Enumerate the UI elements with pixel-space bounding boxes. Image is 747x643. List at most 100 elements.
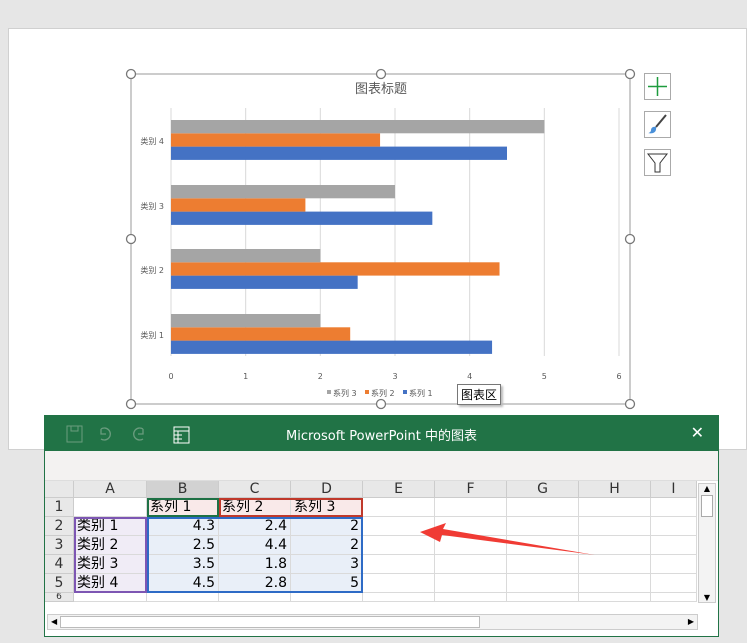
cell-E2[interactable]	[363, 517, 435, 536]
row-header-3[interactable]: 3	[45, 536, 74, 555]
cell-G2[interactable]	[507, 517, 579, 536]
cell-I6[interactable]	[651, 593, 697, 602]
cell-I3[interactable]	[651, 536, 697, 555]
cell-A5[interactable]: 类别 4	[74, 574, 147, 593]
chart-elements-button[interactable]	[644, 73, 671, 100]
cell-G1[interactable]	[507, 498, 579, 517]
cell-H5[interactable]	[579, 574, 651, 593]
cell-A1[interactable]	[74, 498, 147, 517]
cell-I1[interactable]	[651, 498, 697, 517]
bar-1-3	[171, 211, 433, 225]
x-tick-label: 1	[243, 372, 248, 381]
undo-icon[interactable]	[100, 427, 111, 441]
cell-C4[interactable]: 1.8	[219, 555, 291, 574]
cell-F2[interactable]	[435, 517, 507, 536]
window-title: Microsoft PowerPoint 中的图表	[285, 429, 477, 444]
resize-handle	[624, 68, 636, 80]
x-tick-label: 6	[616, 372, 621, 381]
cell-A6[interactable]	[74, 593, 147, 602]
column-header-H[interactable]: H	[579, 481, 651, 498]
column-header-A[interactable]: A	[74, 481, 147, 498]
cell-B4[interactable]: 3.5	[147, 555, 219, 574]
bar-1-4	[171, 146, 507, 160]
edit-data-in-excel-icon[interactable]	[173, 426, 190, 444]
cell-F3[interactable]	[435, 536, 507, 555]
cell-H4[interactable]	[579, 555, 651, 574]
save-icon[interactable]	[66, 425, 83, 443]
scroll-right-icon[interactable]: ▶	[687, 617, 694, 626]
column-header-C[interactable]: C	[219, 481, 291, 498]
cell-C6[interactable]	[219, 593, 291, 602]
cell-B2[interactable]: 4.3	[147, 517, 219, 536]
cell-E6[interactable]	[363, 593, 435, 602]
cell-D5[interactable]: 5	[291, 574, 363, 593]
cell-F4[interactable]	[435, 555, 507, 574]
cell-B6[interactable]	[147, 593, 219, 602]
bar-2-1	[171, 327, 351, 341]
cell-C3[interactable]: 4.4	[219, 536, 291, 555]
column-header-I[interactable]: I	[651, 481, 697, 498]
horizontal-scrollbar[interactable]: ◀ ▶	[47, 614, 698, 630]
cell-D4[interactable]: 3	[291, 555, 363, 574]
vertical-scrollbar[interactable]: ▲ ▼	[698, 483, 716, 603]
cell-G3[interactable]	[507, 536, 579, 555]
scroll-down-icon[interactable]: ▼	[703, 593, 711, 602]
cell-B5[interactable]: 4.5	[147, 574, 219, 593]
redo-icon[interactable]	[133, 427, 144, 441]
cell-I4[interactable]	[651, 555, 697, 574]
legend-swatch	[327, 390, 331, 394]
chart-styles-button[interactable]	[644, 111, 671, 138]
chart[interactable]: 图表标题 0 1 2 3 4 5 6 类别 1 类别 2 类别 3 类别 4 系列 3 系列 2 系列 1	[0, 0, 747, 450]
cell-D6[interactable]	[291, 593, 363, 602]
cell-B1[interactable]: 系列 1	[147, 498, 219, 517]
close-button[interactable]: ✕	[690, 423, 704, 442]
cell-A3[interactable]: 类别 2	[74, 536, 147, 555]
cell-E5[interactable]	[363, 574, 435, 593]
row-header-5[interactable]: 5	[45, 574, 74, 593]
cell-E4[interactable]	[363, 555, 435, 574]
cell-B3[interactable]: 2.5	[147, 536, 219, 555]
cell-H3[interactable]	[579, 536, 651, 555]
cell-H6[interactable]	[579, 593, 651, 602]
column-header-D[interactable]: D	[291, 481, 363, 498]
chart-filters-button[interactable]	[644, 149, 671, 176]
row-header-4[interactable]: 4	[45, 555, 74, 574]
cell-I2[interactable]	[651, 517, 697, 536]
x-tick-label: 5	[542, 372, 547, 381]
select-all-corner[interactable]	[45, 481, 74, 498]
plus-icon	[648, 77, 667, 96]
column-header-B[interactable]: B	[147, 481, 219, 498]
column-header-E[interactable]: E	[363, 481, 435, 498]
cell-E1[interactable]	[363, 498, 435, 517]
cell-C2[interactable]: 2.4	[219, 517, 291, 536]
column-header-F[interactable]: F	[435, 481, 507, 498]
bar-3-2	[171, 249, 321, 263]
cell-H2[interactable]	[579, 517, 651, 536]
cell-G6[interactable]	[507, 593, 579, 602]
resize-handle	[375, 68, 387, 80]
cell-F6[interactable]	[435, 593, 507, 602]
scroll-thumb[interactable]	[60, 616, 480, 628]
cell-D3[interactable]: 2	[291, 536, 363, 555]
cell-G5[interactable]	[507, 574, 579, 593]
cell-H1[interactable]	[579, 498, 651, 517]
cell-D1[interactable]: 系列 3	[291, 498, 363, 517]
row-header-1[interactable]: 1	[45, 498, 74, 517]
cell-A2[interactable]: 类别 1	[74, 517, 147, 536]
cell-C5[interactable]: 2.8	[219, 574, 291, 593]
column-header-G[interactable]: G	[507, 481, 579, 498]
scroll-up-icon[interactable]: ▲	[703, 484, 711, 493]
cell-A4[interactable]: 类别 3	[74, 555, 147, 574]
cell-E3[interactable]	[363, 536, 435, 555]
row-header-6[interactable]: 6	[45, 593, 74, 602]
scroll-left-icon[interactable]: ◀	[51, 617, 58, 626]
cell-F1[interactable]	[435, 498, 507, 517]
scroll-thumb[interactable]	[701, 495, 713, 517]
row-header-2[interactable]: 2	[45, 517, 74, 536]
cell-F5[interactable]	[435, 574, 507, 593]
cell-C1[interactable]: 系列 2	[219, 498, 291, 517]
cell-I5[interactable]	[651, 574, 697, 593]
cell-D2[interactable]: 2	[291, 517, 363, 536]
cell-G4[interactable]	[507, 555, 579, 574]
